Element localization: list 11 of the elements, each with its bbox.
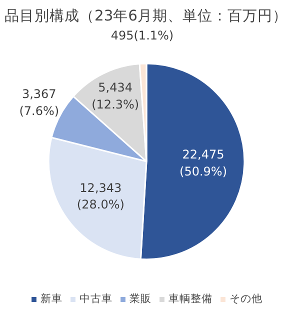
legend-label: 新車 (40, 292, 62, 306)
chart-title: 品目別構成（23年6月期、単位：百万円） (4, 8, 288, 24)
data-label: 495(1.1%) (110, 28, 174, 43)
data-label: 12,343 (28.0%) (76, 180, 124, 212)
legend-label: 業販 (130, 292, 152, 306)
data-label: 5,434 (12.3%) (92, 80, 140, 112)
legend-label: 車輌整備 (168, 292, 212, 306)
data-label: 22,475 (50.9%) (180, 148, 228, 179)
legend-label: 中古車 (80, 292, 112, 306)
legend-label: その他 (230, 292, 262, 306)
data-label: 3,367 (7.6%) (19, 87, 60, 118)
